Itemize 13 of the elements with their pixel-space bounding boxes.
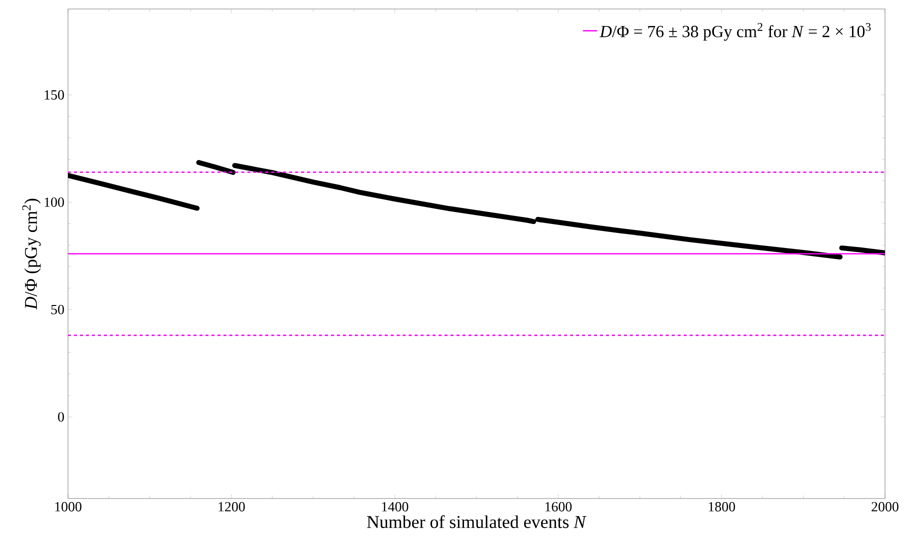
x-axis-title: Number of simulated events N xyxy=(367,515,586,528)
y-tick-label: 150 xyxy=(44,90,64,100)
x-tick-label: 1000 xyxy=(55,502,82,512)
y-tick-label: 100 xyxy=(44,198,64,207)
legend-label: D/Φ = 76 ± 38 pGy cm$^{2}$ for N = 2 × 10$^{3}$ xyxy=(600,22,871,41)
x-tick-label: 1200 xyxy=(218,502,245,512)
y-axis-title: D/Φ (pGy cm$^{2}$) xyxy=(22,198,41,310)
y-tick-label: 50 xyxy=(51,304,64,314)
x-tick-label: 1600 xyxy=(545,502,572,512)
x-tick-label: 2000 xyxy=(872,502,898,512)
y-tick-label: 0 xyxy=(58,412,64,422)
x-tick-label: 1800 xyxy=(708,502,736,512)
x-tick-label: 1400 xyxy=(382,502,408,512)
